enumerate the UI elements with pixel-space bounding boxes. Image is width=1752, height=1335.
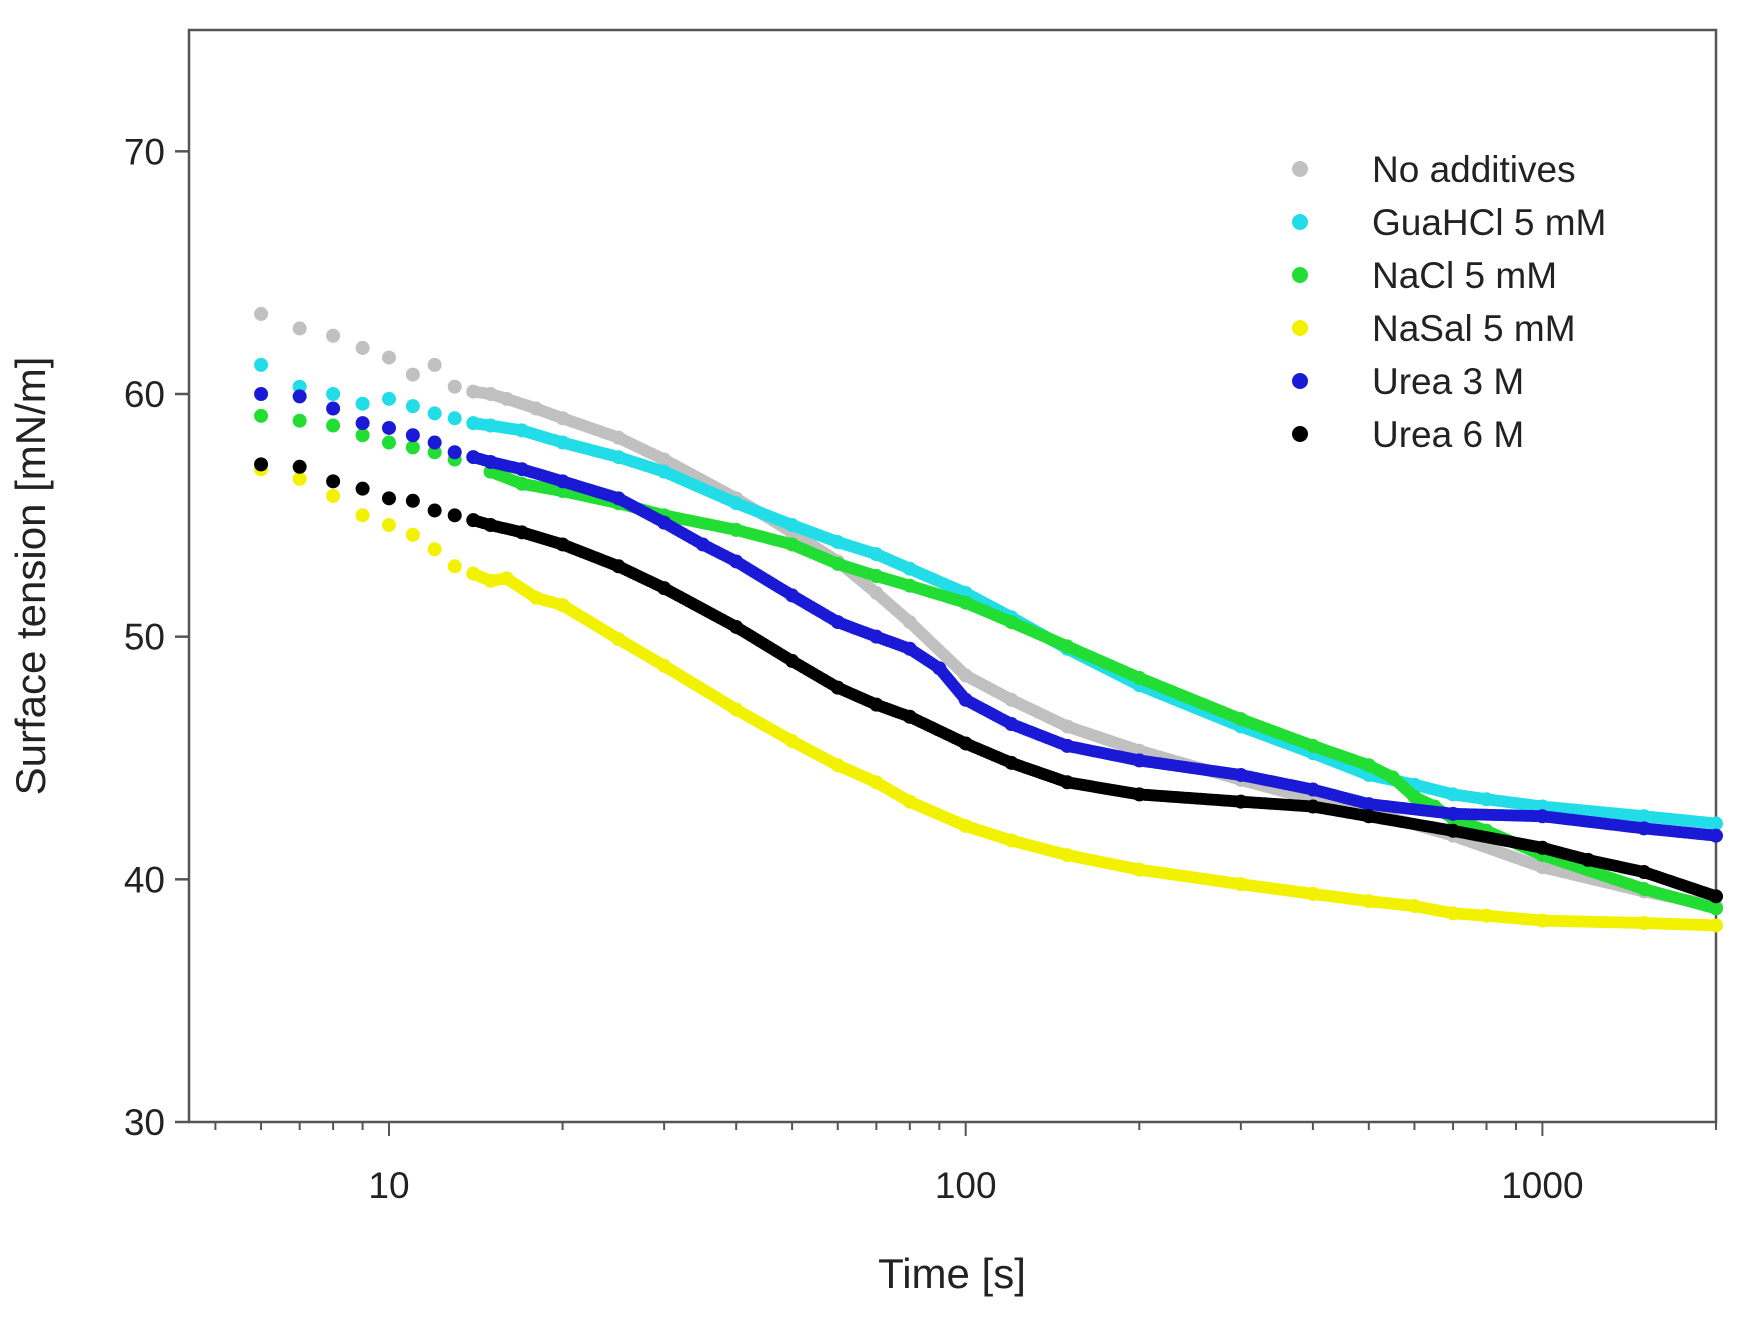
data-point (447, 508, 462, 523)
legend-marker (1292, 320, 1308, 336)
y-axis-title: Surface tension [mN/m] (7, 357, 54, 796)
series-nacl-5-mm (254, 408, 1723, 916)
data-point (292, 389, 307, 404)
data-point (254, 387, 269, 401)
data-point (427, 445, 442, 460)
legend-label: GuaHCl 5 mM (1372, 202, 1606, 243)
data-point (326, 387, 341, 401)
data-point (1706, 919, 1719, 932)
data-point (427, 542, 442, 557)
x-axis-ticks: 10 100 1000 (214, 1122, 1717, 1206)
data-point (254, 457, 269, 472)
y-tick-label: 60 (124, 374, 165, 415)
data-point (381, 518, 396, 533)
y-tick-label: 40 (124, 859, 165, 900)
x-tick-label: 100 (935, 1165, 997, 1206)
data-point (355, 340, 370, 355)
data-point (405, 493, 420, 508)
legend-marker (1292, 426, 1308, 442)
data-point (292, 379, 307, 394)
y-tick-label: 30 (124, 1102, 165, 1143)
legend-label: No additives (1372, 149, 1576, 190)
data-point (254, 408, 269, 423)
data-point (254, 306, 269, 321)
legend-label: NaSal 5 mM (1372, 308, 1576, 349)
data-point (1707, 889, 1720, 902)
data-point (1706, 817, 1719, 830)
series-nasal-5-mm (254, 462, 1723, 933)
data-point (355, 428, 370, 443)
legend-label: Urea 6 M (1372, 414, 1524, 455)
y-axis-ticks: 30 40 50 60 70 (124, 131, 189, 1143)
data-point (381, 435, 396, 450)
y-tick-label: 50 (124, 617, 165, 658)
data-point (427, 357, 442, 372)
data-point (427, 503, 442, 518)
data-point (326, 418, 341, 433)
series-urea-3-m (254, 387, 1723, 843)
data-point (254, 357, 269, 372)
data-point (292, 471, 307, 486)
data-point (427, 406, 442, 421)
data-point (355, 481, 370, 496)
data-point (326, 474, 341, 489)
legend-label: Urea 3 M (1372, 361, 1524, 402)
legend-label: NaCl 5 mM (1372, 255, 1557, 296)
data-point (381, 420, 396, 435)
data-point (1706, 829, 1719, 842)
data-point (447, 379, 462, 394)
x-tick-label: 10 (368, 1165, 409, 1206)
legend-marker (1292, 161, 1308, 177)
data-point (447, 445, 462, 460)
data-point (1706, 901, 1719, 914)
data-point (447, 411, 462, 426)
data-point (355, 396, 370, 411)
legend-marker (1292, 214, 1308, 230)
data-point (326, 401, 341, 416)
data-point (381, 491, 396, 506)
data-point (326, 488, 341, 503)
data-point (381, 391, 396, 406)
data-point (447, 559, 462, 574)
data-point (326, 328, 341, 343)
data-point (381, 350, 396, 365)
data-point (292, 321, 307, 336)
y-tick-label: 70 (124, 131, 165, 172)
data-point (405, 440, 420, 455)
data-points (254, 306, 1723, 933)
data-point (292, 413, 307, 428)
data-point (405, 428, 420, 443)
data-point (405, 399, 420, 414)
data-point (405, 367, 420, 382)
legend-marker (1292, 267, 1308, 283)
data-point (405, 527, 420, 542)
data-point (427, 435, 442, 450)
legend-marker (1292, 373, 1308, 389)
data-point (355, 416, 370, 431)
data-point (355, 508, 370, 523)
x-axis-title: Time [s] (878, 1250, 1026, 1297)
series-urea-6-m (254, 457, 1723, 904)
x-tick-label: 1000 (1501, 1165, 1583, 1206)
plot-frame (187, 28, 1718, 1124)
legend: No additives GuaHCl 5 mM NaCl 5 mM NaSal 5 … (1292, 149, 1606, 455)
data-point (292, 459, 307, 474)
